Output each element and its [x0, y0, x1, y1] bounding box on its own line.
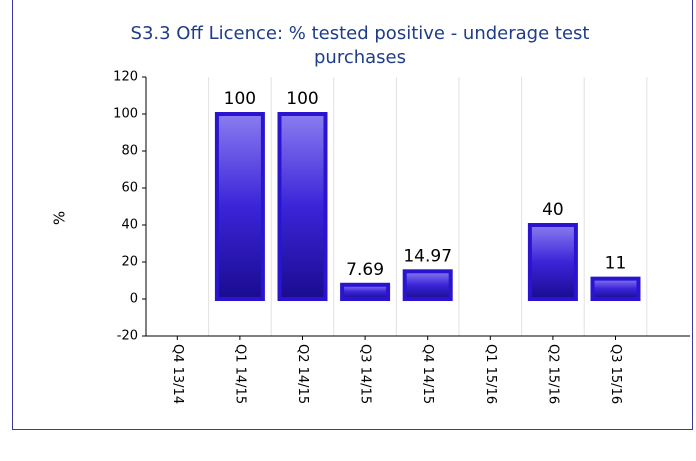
y-tick-label: 120	[113, 70, 138, 85]
data-label: 14.97	[403, 246, 452, 266]
x-tick-label: Q2 14/15	[295, 344, 310, 404]
chart-frame	[12, 0, 693, 430]
data-label: 7.69	[346, 260, 384, 280]
data-label: 100	[224, 89, 256, 109]
bar	[214, 112, 265, 301]
x-tick-label: Q3 15/16	[608, 344, 623, 404]
x-tick-label: Q4 13/14	[170, 344, 185, 404]
bar	[277, 112, 328, 301]
x-tick-label: Q3 14/15	[358, 344, 373, 404]
x-tick-label: Q1 14/15	[232, 344, 247, 404]
data-label: 40	[542, 200, 564, 220]
data-label: 100	[286, 89, 318, 109]
y-tick-label: -20	[117, 329, 138, 344]
bar	[402, 269, 453, 302]
y-tick-label: 40	[121, 218, 138, 233]
data-label: 11	[605, 254, 627, 274]
bar	[590, 276, 641, 301]
chart-title: S3.3 Off Licence: % tested positive - un…	[130, 23, 590, 68]
x-tick-label: Q2 15/16	[545, 344, 560, 404]
y-axis-label: %	[51, 211, 69, 225]
y-tick-label: 80	[121, 144, 138, 159]
bar	[340, 282, 391, 301]
y-tick-label: 60	[121, 181, 138, 196]
bar	[527, 223, 578, 301]
y-tick-label: 100	[113, 107, 138, 122]
y-tick-label: 20	[121, 255, 138, 270]
x-tick-label: Q1 15/16	[483, 344, 498, 404]
y-tick-label: 0	[130, 292, 138, 307]
x-tick-label: Q4 14/15	[420, 344, 435, 404]
